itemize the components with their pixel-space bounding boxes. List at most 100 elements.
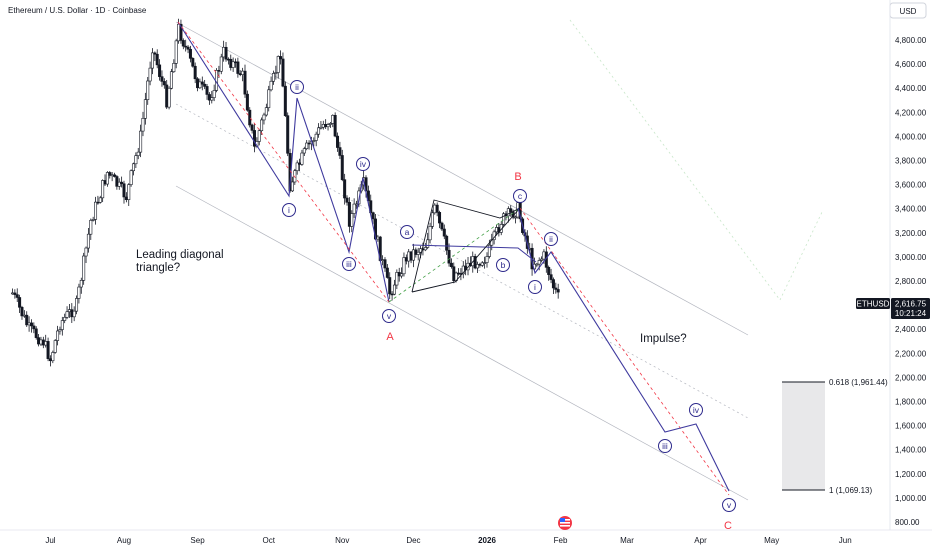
candle-body <box>428 226 432 241</box>
candle-body <box>385 267 389 278</box>
candle-body <box>328 123 332 125</box>
candle-body <box>547 267 551 275</box>
candle-body <box>333 114 337 137</box>
time-axis-tick: Nov <box>335 536 349 545</box>
candle-body <box>34 328 38 338</box>
candle-body <box>86 233 90 249</box>
candle-body <box>307 142 311 145</box>
candle-body <box>540 258 544 261</box>
candle-body <box>84 247 88 257</box>
candle-body <box>41 339 45 346</box>
candle-body <box>381 259 385 261</box>
candle-body <box>283 85 287 116</box>
price-axis-tick: 2,400.00 <box>895 325 927 334</box>
candle-body <box>101 180 105 199</box>
candle-body <box>10 292 14 295</box>
candle-body <box>269 80 273 91</box>
candle-body <box>397 272 401 277</box>
abc-label-c: C <box>724 520 732 532</box>
impulse-path <box>517 207 730 492</box>
triangle-upper <box>411 199 521 293</box>
candle-body <box>302 148 306 154</box>
candle-body <box>210 97 214 101</box>
candle-body <box>445 235 449 251</box>
candle-body <box>224 46 228 60</box>
candle-body <box>53 340 57 353</box>
candle-body <box>245 93 249 111</box>
svg-text:a: a <box>405 227 410 237</box>
candle-body <box>146 80 150 100</box>
candle-body <box>115 176 119 187</box>
candle-body <box>480 262 484 266</box>
candle-body <box>18 297 22 308</box>
candle-body <box>186 46 190 50</box>
price-axis-tick: 3,400.00 <box>895 205 927 214</box>
candle-body <box>340 155 344 180</box>
price-axis-tick: 2,000.00 <box>895 373 927 382</box>
candle-body <box>260 119 264 132</box>
candle-body <box>207 94 211 101</box>
time-axis-tick: Apr <box>694 536 707 545</box>
price-axis-tick: 2,200.00 <box>895 349 927 358</box>
price-candles <box>10 18 560 367</box>
wave-label-iii-1: iii <box>342 257 356 271</box>
candle-body <box>48 358 52 362</box>
candle-body <box>234 61 238 64</box>
candle-body <box>549 274 553 280</box>
wave-label-i-2: i <box>528 280 542 294</box>
candle-body <box>200 81 204 85</box>
currency-button[interactable]: USD <box>889 2 927 19</box>
candle-body <box>91 219 95 221</box>
candle-body <box>404 257 408 262</box>
candle-body <box>321 123 325 128</box>
candle-body <box>165 84 169 108</box>
candle-body <box>414 249 418 255</box>
candle-body <box>25 314 29 326</box>
candle-body <box>447 249 451 264</box>
candle-body <box>46 341 50 359</box>
note-impulse: Impulse? <box>640 333 687 345</box>
candle-body <box>58 329 62 332</box>
abc-label-a: A <box>386 331 394 343</box>
candle-body <box>345 197 349 203</box>
candle-body <box>77 286 81 299</box>
candle-body <box>326 124 330 128</box>
candle-body <box>134 155 138 165</box>
candle-body <box>343 179 347 199</box>
candle-body <box>122 183 126 198</box>
candle-body <box>433 204 437 214</box>
time-axis[interactable]: Jul Aug Sep Oct Nov Dec 2026 Feb Mar Apr May Jun <box>45 536 851 545</box>
candle-body <box>487 244 491 257</box>
candle-body <box>554 287 558 290</box>
candle-body <box>392 284 396 295</box>
candle-body <box>105 172 109 185</box>
candle-body <box>400 273 404 277</box>
price-axis[interactable]: 4,800.00 4,600.00 4,400.00 4,200.00 4,000.00… <box>895 36 927 527</box>
time-axis-tick: 2026 <box>478 536 496 545</box>
candle-body <box>169 71 173 89</box>
candle-body <box>298 162 302 165</box>
candle-body <box>56 330 60 341</box>
candle-body <box>457 272 461 275</box>
candle-body <box>556 289 560 293</box>
candle-body <box>383 259 387 269</box>
candle-body <box>150 52 154 69</box>
svg-text:c: c <box>518 191 523 201</box>
candle-body <box>205 86 209 95</box>
fib-zone <box>782 382 825 490</box>
us-flag-icon[interactable] <box>558 516 572 530</box>
candle-body <box>96 201 100 204</box>
candle-body <box>300 152 304 165</box>
candle-body <box>509 208 513 213</box>
note-triangle: triangle? <box>136 262 180 274</box>
candle-body <box>551 279 555 289</box>
candle-body <box>212 90 216 98</box>
price-axis-tick: 800.00 <box>895 518 920 527</box>
candle-body <box>219 56 223 72</box>
candle-body <box>430 212 434 227</box>
candle-body <box>355 203 359 206</box>
candle-body <box>141 118 145 132</box>
channel-upper-line <box>175 21 749 336</box>
trend-channels <box>175 19 824 501</box>
